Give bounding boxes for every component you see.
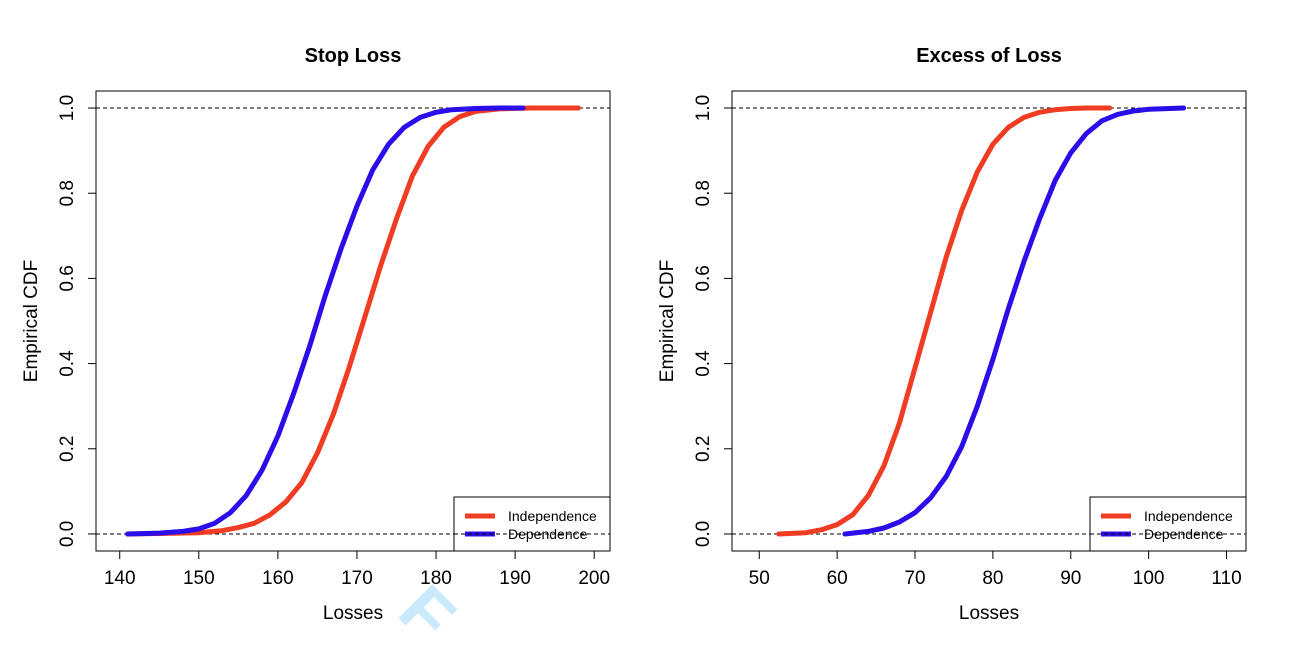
y-tick-label: 1.0 — [57, 95, 78, 121]
y-tick-label: 0.8 — [57, 180, 78, 206]
y-tick-label: 0.4 — [693, 350, 714, 377]
x-tick-label: 190 — [499, 568, 531, 589]
x-tick-label: 110 — [1211, 568, 1241, 589]
x-tick-label: 200 — [578, 568, 610, 589]
legend-label-independence: Independence — [508, 508, 597, 524]
x-tick-label: 140 — [104, 568, 136, 589]
series-line-dependence — [125, 105, 526, 537]
series-line-dependence — [842, 105, 1187, 537]
excess-of-loss-panel: Excess of Loss 50 60 70 80 90 100 110 Losses 0.0 0… — [657, 45, 1247, 624]
y-tick-label: 0.0 — [693, 521, 714, 547]
legend-label-independence: Independence — [1144, 508, 1233, 524]
x-tick-label: 180 — [420, 568, 452, 589]
y-tick-label: 0.2 — [693, 436, 714, 462]
legend-box — [453, 496, 611, 552]
x-tick-label: 160 — [262, 568, 294, 589]
x-tick-label: 170 — [341, 568, 373, 589]
series-line-independence — [125, 105, 581, 537]
plot-frame — [95, 90, 611, 552]
chart-title: Excess of Loss — [916, 45, 1062, 67]
x-tick-label: 90 — [1060, 568, 1081, 589]
y-tick-label: 0.2 — [57, 436, 78, 462]
x-tick-label: 50 — [749, 568, 770, 589]
x-tick-label: 60 — [827, 568, 848, 589]
x-tick-label: 70 — [904, 568, 925, 589]
stop-loss-panel: Stop Loss 140 150 160 170 180 190 200 Losses 0.0 0… — [21, 45, 611, 624]
y-axis-title: Empirical CDF — [21, 260, 42, 382]
legend-box — [1089, 496, 1247, 552]
x-axis-title: Losses — [959, 603, 1019, 624]
y-tick-label: 0.6 — [693, 265, 714, 291]
y-tick-label: 0.0 — [57, 521, 78, 547]
chart-title: Stop Loss — [305, 45, 402, 67]
series-line-independence — [776, 105, 1113, 537]
y-tick-label: 0.6 — [57, 265, 78, 291]
y-tick-label: 1.0 — [693, 95, 714, 121]
x-tick-label: 80 — [982, 568, 1003, 589]
y-tick-label: 0.8 — [693, 180, 714, 206]
x-tick-label: 100 — [1133, 568, 1165, 589]
y-tick-label: 0.4 — [57, 350, 78, 377]
x-axis-title: Losses — [323, 603, 383, 624]
plot-frame — [731, 90, 1247, 552]
y-axis-title: Empirical CDF — [657, 260, 678, 382]
x-tick-label: 150 — [183, 568, 215, 589]
